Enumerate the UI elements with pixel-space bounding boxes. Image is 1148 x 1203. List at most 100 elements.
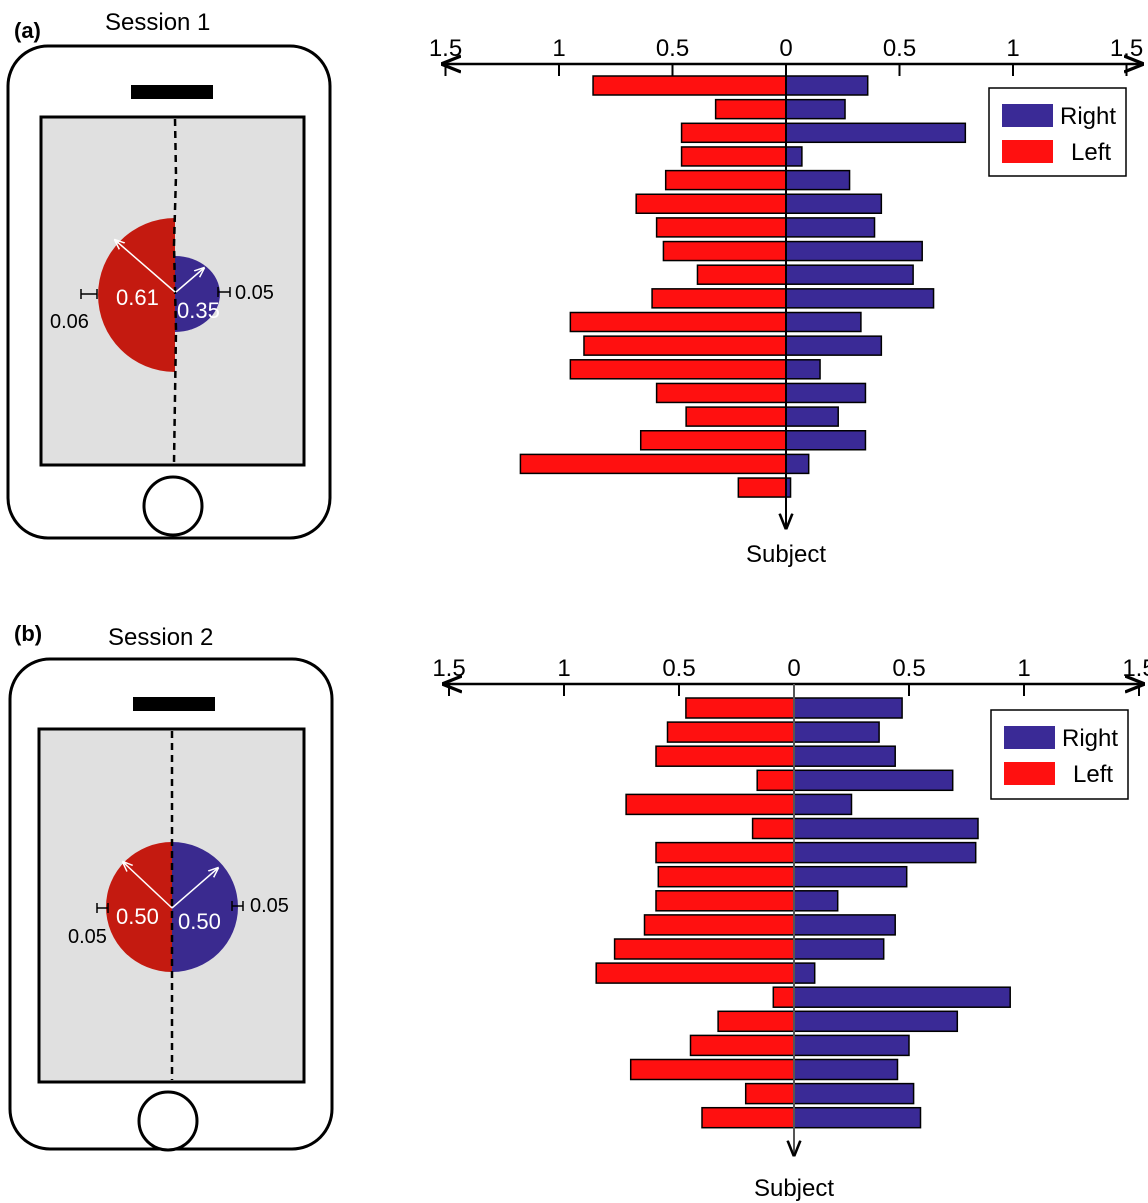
- bar-right: [785, 288, 935, 309]
- bar-right: [785, 359, 821, 380]
- bar-left: [629, 1058, 795, 1081]
- phone-home-button: [137, 1090, 199, 1152]
- right-error-label: 0.05: [250, 895, 289, 917]
- bar-left: [625, 793, 795, 816]
- legend-swatch-left: [1004, 762, 1055, 785]
- x-tick-label: 1: [1006, 35, 1019, 62]
- phone-speaker: [131, 85, 213, 99]
- left-error-label: 0.05: [68, 926, 107, 948]
- bar-left: [744, 1082, 795, 1105]
- left-value-label: 0.50: [116, 904, 159, 929]
- left-error-label: 0.06: [50, 311, 89, 333]
- bar-left: [635, 193, 787, 214]
- bar-left: [662, 240, 787, 262]
- x-tick-label: 1.5: [429, 35, 462, 62]
- bar-left: [751, 817, 795, 840]
- x-tick-label: 1.5: [1122, 655, 1148, 682]
- bar-right: [785, 240, 923, 262]
- right-value-label: 0.50: [178, 909, 221, 934]
- bar-right: [785, 335, 883, 356]
- right-value-label: 0.35: [177, 298, 220, 323]
- bar-right: [793, 793, 853, 816]
- left-error-bar: [80, 289, 98, 299]
- bar-left: [655, 745, 795, 767]
- bar-left: [714, 98, 787, 120]
- bar-left: [756, 769, 795, 792]
- legend: Right Left: [990, 709, 1129, 800]
- bar-right: [785, 382, 867, 404]
- legend-swatch-right: [1002, 104, 1053, 127]
- bar-left: [639, 430, 787, 451]
- phone-a: 0.61 0.35 0.06 0.05: [6, 44, 332, 540]
- bar-left: [680, 146, 787, 167]
- midline-dashed: [172, 118, 178, 464]
- bar-chart-session-1: 1.5 1 0.5 0 0.5 1 1.5 Subject Right Left: [429, 35, 1143, 568]
- right-half-disc: [175, 256, 220, 332]
- bar-right: [785, 98, 846, 120]
- panel-a: (a) Session 1 0.61 0.35 0.06 0.05 1.5 1 0.…: [6, 9, 1143, 568]
- bar-right: [793, 841, 977, 864]
- bar-left: [685, 406, 787, 427]
- bar-left: [666, 721, 795, 743]
- bar-right: [793, 745, 896, 767]
- x-tick-label: 0.5: [662, 655, 695, 682]
- bar-left: [595, 962, 795, 984]
- bar-right: [793, 1082, 915, 1105]
- bar-right: [793, 914, 896, 936]
- bar-right: [793, 1058, 899, 1081]
- bar-left: [613, 938, 795, 960]
- x-axis: 1.5 1 0.5 0 0.5 1 1.5: [432, 655, 1148, 696]
- bar-right: [785, 453, 810, 475]
- bar-left: [519, 453, 787, 475]
- bar-left: [592, 75, 787, 96]
- left-error-bar: [96, 903, 109, 913]
- session-title-a: Session 1: [105, 9, 210, 36]
- bar-left: [685, 697, 795, 719]
- x-tick-label: 1: [552, 35, 565, 62]
- bar-left: [657, 865, 795, 888]
- bar-right: [793, 986, 1011, 1008]
- left-half-disc: [98, 218, 175, 372]
- x-tick-label: 1: [1017, 655, 1030, 682]
- x-tick-label: 1.5: [432, 655, 465, 682]
- legend-swatch-right: [1004, 726, 1055, 749]
- bar-left: [651, 288, 787, 309]
- bar-right: [785, 122, 967, 144]
- phone-speaker: [133, 697, 215, 711]
- bar-right: [785, 169, 851, 191]
- bar-left: [680, 122, 787, 144]
- bar-right: [793, 817, 979, 840]
- bar-left: [737, 477, 787, 498]
- legend-label-right: Right: [1060, 103, 1116, 130]
- bar-right: [785, 406, 839, 427]
- bar-left: [643, 914, 795, 936]
- bar-right: [785, 75, 869, 96]
- bar-right: [785, 193, 883, 214]
- left-radius-arrow: [115, 240, 176, 293]
- right-half-disc: [172, 842, 238, 972]
- bar-right: [793, 697, 903, 719]
- bar-left: [772, 986, 795, 1008]
- bar-right: [785, 264, 914, 285]
- right-error-label: 0.05: [235, 282, 274, 304]
- legend-label-right: Right: [1062, 725, 1118, 752]
- bars: [595, 697, 1011, 1129]
- x-tick-label: 0.5: [892, 655, 925, 682]
- bar-right: [793, 1010, 959, 1033]
- right-radius-arrow: [171, 868, 218, 909]
- bar-left: [655, 382, 787, 404]
- bar-left: [717, 1010, 795, 1033]
- y-axis-label: Subject: [754, 1175, 834, 1202]
- legend: Right Left: [988, 87, 1127, 177]
- legend-label-left: Left: [1073, 761, 1113, 788]
- bar-right: [793, 962, 816, 984]
- phone-home-button: [142, 475, 204, 537]
- bar-right: [793, 938, 885, 960]
- x-tick-label: 0: [787, 655, 800, 682]
- x-tick-label: 0: [779, 35, 792, 62]
- bar-left: [655, 217, 787, 238]
- x-tick-label: 1: [557, 655, 570, 682]
- bars: [519, 75, 967, 498]
- bar-left: [655, 841, 795, 864]
- bar-left: [664, 169, 787, 191]
